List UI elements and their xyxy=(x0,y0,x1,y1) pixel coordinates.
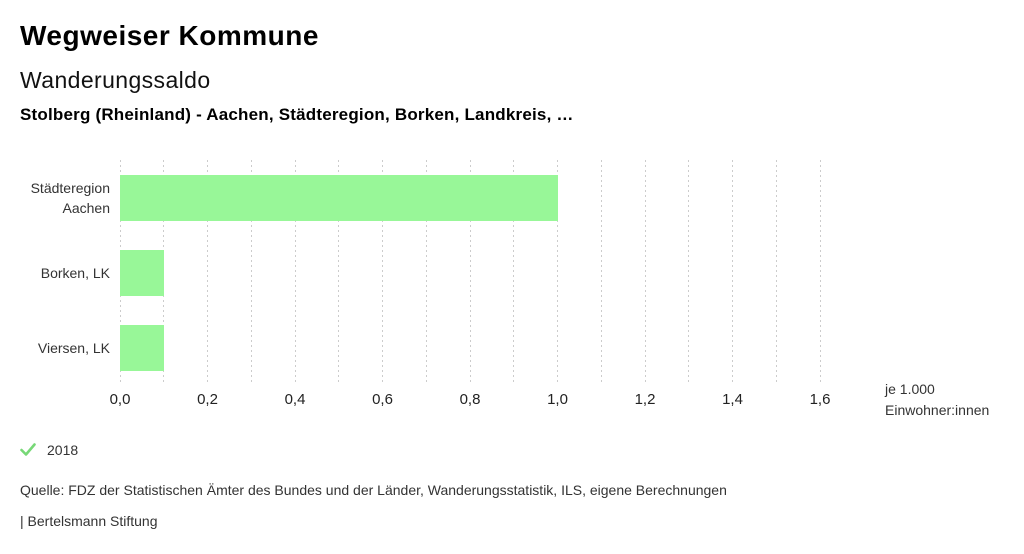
axis-unit-line2: Einwohner:innen xyxy=(885,402,990,418)
plot-area: Städteregion Aachen Borken, LK Viersen, LK… xyxy=(31,160,830,408)
x-tick-label: 0,6 xyxy=(372,391,393,408)
bar[interactable] xyxy=(120,249,164,296)
gridline xyxy=(688,160,690,385)
gridline xyxy=(207,160,208,385)
chart-title: Wanderungssaldo xyxy=(20,67,211,93)
x-tick-label: 1,6 xyxy=(809,391,831,408)
x-tick-label: 1,4 xyxy=(722,391,743,408)
gridline xyxy=(250,160,252,385)
app-title: Wegweiser Kommune xyxy=(20,20,319,51)
gridline xyxy=(600,160,602,385)
comparison-subtitle: Stolberg (Rheinland) - Aachen, Städtereg… xyxy=(20,105,574,124)
gridline xyxy=(382,160,383,385)
category-label: Viersen, LK xyxy=(37,339,110,356)
gridline xyxy=(294,160,296,385)
source-text: Quelle: FDZ der Statistischen Ämter des … xyxy=(20,482,727,498)
gridline xyxy=(732,160,733,385)
x-tick-label: 0,8 xyxy=(459,391,481,408)
gridline xyxy=(819,160,821,385)
bar-row: Borken, LK xyxy=(41,235,820,310)
bar-row: Viersen, LK xyxy=(38,310,820,385)
legend-year-label: 2018 xyxy=(47,442,79,458)
x-tick-label: 0,2 xyxy=(197,391,218,408)
axis-unit-label: je 1.000 Einwohner:innen xyxy=(885,379,989,421)
branding-text: | Bertelsmann Stiftung xyxy=(20,513,158,529)
legend-item-2018[interactable]: 2018 xyxy=(20,442,78,458)
bar[interactable] xyxy=(120,174,558,221)
checkmark-icon xyxy=(20,443,36,456)
gridline xyxy=(338,160,340,385)
gridline xyxy=(644,160,646,385)
x-tick-label: 0,0 xyxy=(109,391,131,408)
gridline xyxy=(163,160,165,385)
bar-row: Städteregion Aachen xyxy=(31,160,820,235)
category-label: Borken, LK xyxy=(40,264,110,281)
category-label: Städteregion Aachen xyxy=(30,179,110,216)
gridline xyxy=(557,160,558,385)
gridline xyxy=(513,160,515,385)
x-tick-label: 1,0 xyxy=(547,391,568,408)
x-tick-label: 0,4 xyxy=(284,391,306,408)
axis-unit-line1: je 1.000 xyxy=(885,381,935,397)
bar[interactable] xyxy=(120,324,164,371)
x-tick-label: 1,2 xyxy=(634,391,656,408)
gridline xyxy=(469,160,471,385)
gridline xyxy=(775,160,777,385)
gridline xyxy=(425,160,427,385)
